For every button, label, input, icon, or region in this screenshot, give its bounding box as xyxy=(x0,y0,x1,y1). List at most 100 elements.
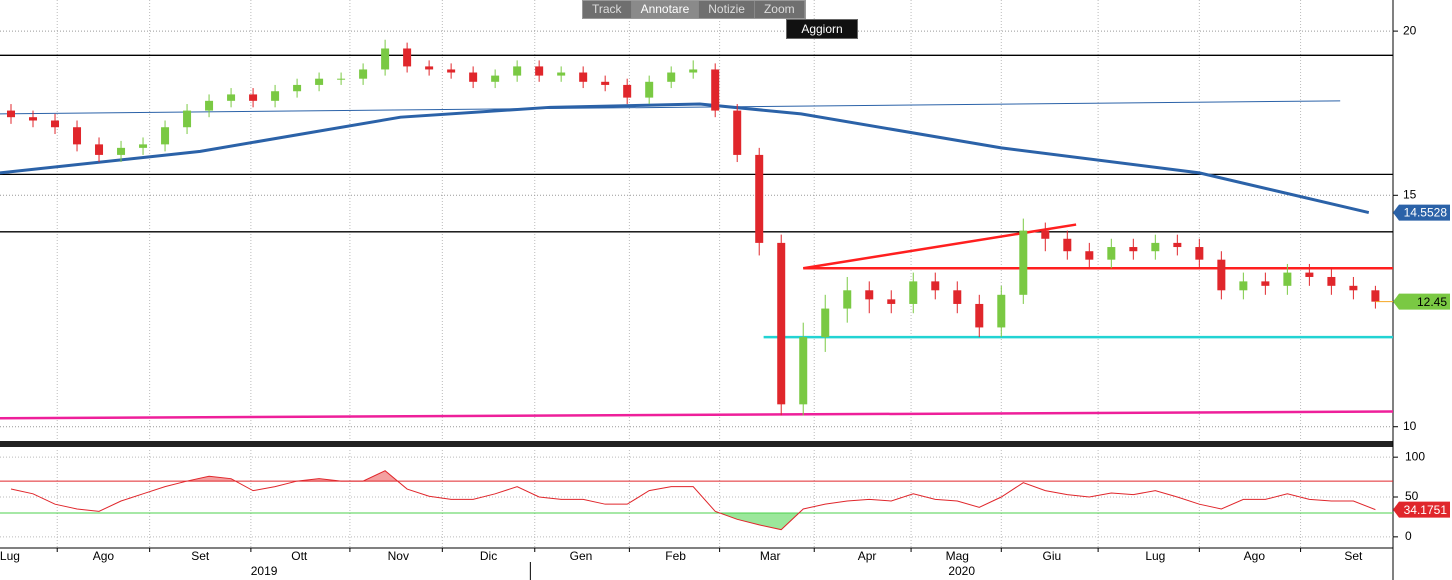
candle-body xyxy=(931,281,940,291)
candle-body xyxy=(1195,247,1204,260)
x-tick-label: Set xyxy=(1344,549,1363,563)
candle-body xyxy=(843,290,852,309)
candle-body xyxy=(535,66,544,76)
candle-body xyxy=(821,308,830,338)
candle-body xyxy=(1327,276,1336,286)
trend-line xyxy=(0,100,1341,115)
candle-body xyxy=(909,281,918,304)
candle-body xyxy=(51,120,60,128)
x-tick-label: Giu xyxy=(1043,549,1062,563)
candle-body xyxy=(711,69,720,111)
candle-body xyxy=(579,72,588,82)
moving-average xyxy=(0,102,1370,215)
x-tick-label: Mag xyxy=(946,549,969,563)
candle-body xyxy=(997,294,1006,328)
value-tag-label: 34.1751 xyxy=(1404,503,1448,517)
x-tick-label: Gen xyxy=(570,549,593,563)
candle-body xyxy=(315,78,324,85)
candle-body xyxy=(403,48,412,67)
toolbar-button[interactable]: Annotare xyxy=(631,1,700,18)
x-tick-label: Dic xyxy=(480,549,497,563)
toolbar-button[interactable]: Zoom xyxy=(755,1,805,18)
candle-body xyxy=(271,91,280,101)
x-tick-label: Apr xyxy=(858,549,877,563)
rsi-line xyxy=(10,470,1376,531)
y-tick-label: 50 xyxy=(1405,489,1419,503)
candle-body xyxy=(7,110,16,118)
candle-body xyxy=(1239,281,1248,291)
y-tick-label: 20 xyxy=(1403,23,1417,37)
y-tick-label: 15 xyxy=(1403,187,1417,201)
toolbar-button[interactable]: Track xyxy=(583,1,632,18)
x-tick-label: Nov xyxy=(388,549,409,563)
refresh-button[interactable]: Aggiorn xyxy=(786,19,858,39)
toolbar: Track Annotare Notizie Zoom xyxy=(582,0,806,19)
trend-line xyxy=(803,223,1077,270)
candle-body xyxy=(29,117,38,121)
candle-body xyxy=(117,147,126,155)
candle-body xyxy=(1041,230,1050,239)
candle-body xyxy=(799,337,808,405)
trend-line xyxy=(0,410,1394,420)
year-label: 2020 xyxy=(948,564,975,578)
candle-body xyxy=(513,66,522,76)
candle-body xyxy=(1173,242,1182,248)
value-tag xyxy=(1393,501,1450,518)
candle-body xyxy=(183,110,192,128)
x-tick-label: Set xyxy=(191,549,210,563)
candle-body xyxy=(1063,238,1072,252)
candle-body xyxy=(1107,247,1116,260)
x-tick-label: Feb xyxy=(665,549,686,563)
candle-body xyxy=(1349,285,1358,291)
y-tick-label: 100 xyxy=(1405,449,1425,463)
candle-body xyxy=(645,81,654,98)
candle-body xyxy=(227,94,236,101)
candle-body xyxy=(733,110,742,155)
candle-body xyxy=(1129,247,1138,252)
x-tick-label: Lug xyxy=(1145,549,1165,563)
candle-body xyxy=(975,303,984,328)
candle-body xyxy=(447,69,456,73)
x-tick-label: Lug xyxy=(0,549,20,563)
overbought-area xyxy=(187,470,398,482)
candle-body xyxy=(95,144,104,155)
candle-body xyxy=(1217,259,1226,291)
candle-body xyxy=(73,127,82,145)
value-tag xyxy=(1393,293,1450,310)
candle-body xyxy=(601,81,610,85)
candle-body xyxy=(953,290,962,304)
candle-body xyxy=(667,72,676,82)
candle-body xyxy=(205,100,214,111)
x-tick-label: Mar xyxy=(760,549,781,563)
candle-body xyxy=(381,48,390,70)
candle-body xyxy=(1371,290,1380,302)
y-tick-label: 0 xyxy=(1405,529,1412,543)
candle-body xyxy=(1085,251,1094,260)
y-tick-label: 10 xyxy=(1403,419,1417,433)
panel-divider xyxy=(0,441,1393,447)
candle-body xyxy=(139,144,148,148)
toolbar-button[interactable]: Notizie xyxy=(699,1,755,18)
candle-body xyxy=(293,84,302,92)
candle-body xyxy=(777,242,786,405)
candle-body xyxy=(755,154,764,243)
candle-body xyxy=(689,69,698,73)
candle-body xyxy=(469,72,478,82)
candle-body xyxy=(865,290,874,300)
year-label: 2019 xyxy=(251,564,278,578)
candle-body xyxy=(337,78,346,80)
candle-body xyxy=(425,66,434,70)
value-tag-label: 12.45 xyxy=(1417,295,1447,309)
candle-body xyxy=(1283,272,1292,286)
candle-body xyxy=(1261,281,1270,286)
x-tick-label: Ago xyxy=(93,549,115,563)
candle-body xyxy=(161,127,170,145)
candle-body xyxy=(491,75,500,82)
candle-body xyxy=(887,299,896,304)
candle-body xyxy=(1305,272,1314,277)
candle-body xyxy=(1019,230,1028,295)
candle-body xyxy=(359,69,368,79)
value-tag-label: 14.5528 xyxy=(1404,206,1448,220)
